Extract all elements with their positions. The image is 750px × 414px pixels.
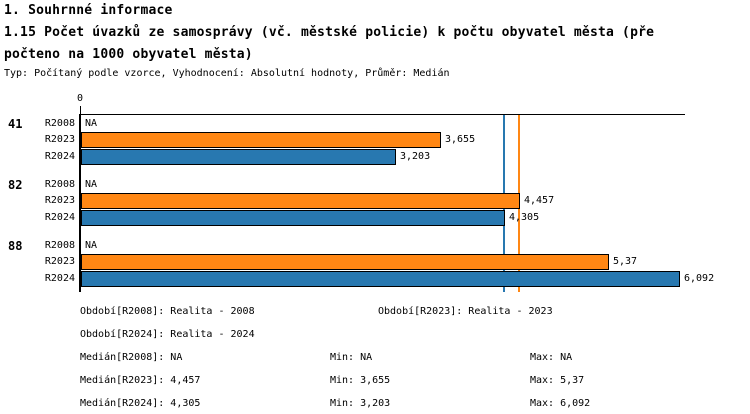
indicator-title-line2: počteno na 1000 obyvatel města) bbox=[4, 47, 253, 62]
row-label-82-R2023: R2023 bbox=[44, 195, 75, 206]
stat-cell: Období[R2024]: Realita - 2024 bbox=[80, 329, 255, 340]
bar-41-R2024 bbox=[81, 149, 396, 165]
row-label-41-R2023: R2023 bbox=[44, 134, 75, 145]
indicator-title-line1: 1.15 Počet úvazků ze samosprávy (vč. měs… bbox=[4, 25, 655, 40]
bar-value-label: 4,457 bbox=[524, 195, 555, 206]
group-label-82: 82 bbox=[8, 178, 23, 192]
bar-value-label: 6,092 bbox=[684, 273, 715, 284]
bar-41-R2023 bbox=[81, 132, 441, 148]
row-label-82-R2008: R2008 bbox=[44, 179, 75, 190]
stat-cell: Min: 3,655 bbox=[330, 375, 391, 386]
stat-cell: Min: 3,203 bbox=[330, 398, 391, 409]
row-label-88-R2024: R2024 bbox=[44, 273, 75, 284]
stat-cell: Medián[R2008]: NA bbox=[80, 352, 183, 363]
bar-value-label: 5,37 bbox=[613, 256, 638, 267]
na-value-label: NA bbox=[85, 240, 98, 251]
reference-line-median-r2024 bbox=[503, 115, 505, 292]
stat-cell: Období[R2023]: Realita - 2023 bbox=[378, 306, 553, 317]
bar-value-label: 4,305 bbox=[509, 212, 540, 223]
row-label-88-R2008: R2008 bbox=[44, 240, 75, 251]
reference-line-median-r2023 bbox=[518, 115, 520, 292]
stat-cell: Období[R2008]: Realita - 2008 bbox=[80, 306, 255, 317]
stat-cell: Max: 5,37 bbox=[530, 375, 585, 386]
y-axis-line bbox=[79, 114, 81, 292]
stat-cell: Max: NA bbox=[530, 352, 573, 363]
na-value-label: NA bbox=[85, 179, 98, 190]
group-label-41: 41 bbox=[8, 117, 23, 131]
stat-cell: Medián[R2024]: 4,305 bbox=[80, 398, 201, 409]
plot-top-line bbox=[80, 114, 685, 115]
indicator-meta: Typ: Počítaný podle vzorce, Vyhodnocení:… bbox=[4, 68, 450, 79]
page-title: 1. Souhrnné informace bbox=[4, 3, 173, 18]
zero-label: 0 bbox=[76, 93, 84, 104]
zero-tick bbox=[80, 106, 81, 114]
na-value-label: NA bbox=[85, 118, 98, 129]
row-label-88-R2023: R2023 bbox=[44, 256, 75, 267]
bar-88-R2024 bbox=[81, 271, 680, 287]
bar-value-label: 3,203 bbox=[400, 151, 431, 162]
row-label-41-R2008: R2008 bbox=[44, 118, 75, 129]
bar-value-label: 3,655 bbox=[445, 134, 476, 145]
row-label-82-R2024: R2024 bbox=[44, 212, 75, 223]
stat-cell: Medián[R2023]: 4,457 bbox=[80, 375, 201, 386]
row-label-41-R2024: R2024 bbox=[44, 151, 75, 162]
bar-82-R2023 bbox=[81, 193, 520, 209]
group-label-88: 88 bbox=[8, 239, 23, 253]
bar-88-R2023 bbox=[81, 254, 609, 270]
bar-82-R2024 bbox=[81, 210, 505, 226]
stat-cell: Min: NA bbox=[330, 352, 373, 363]
stat-cell: Max: 6,092 bbox=[530, 398, 591, 409]
